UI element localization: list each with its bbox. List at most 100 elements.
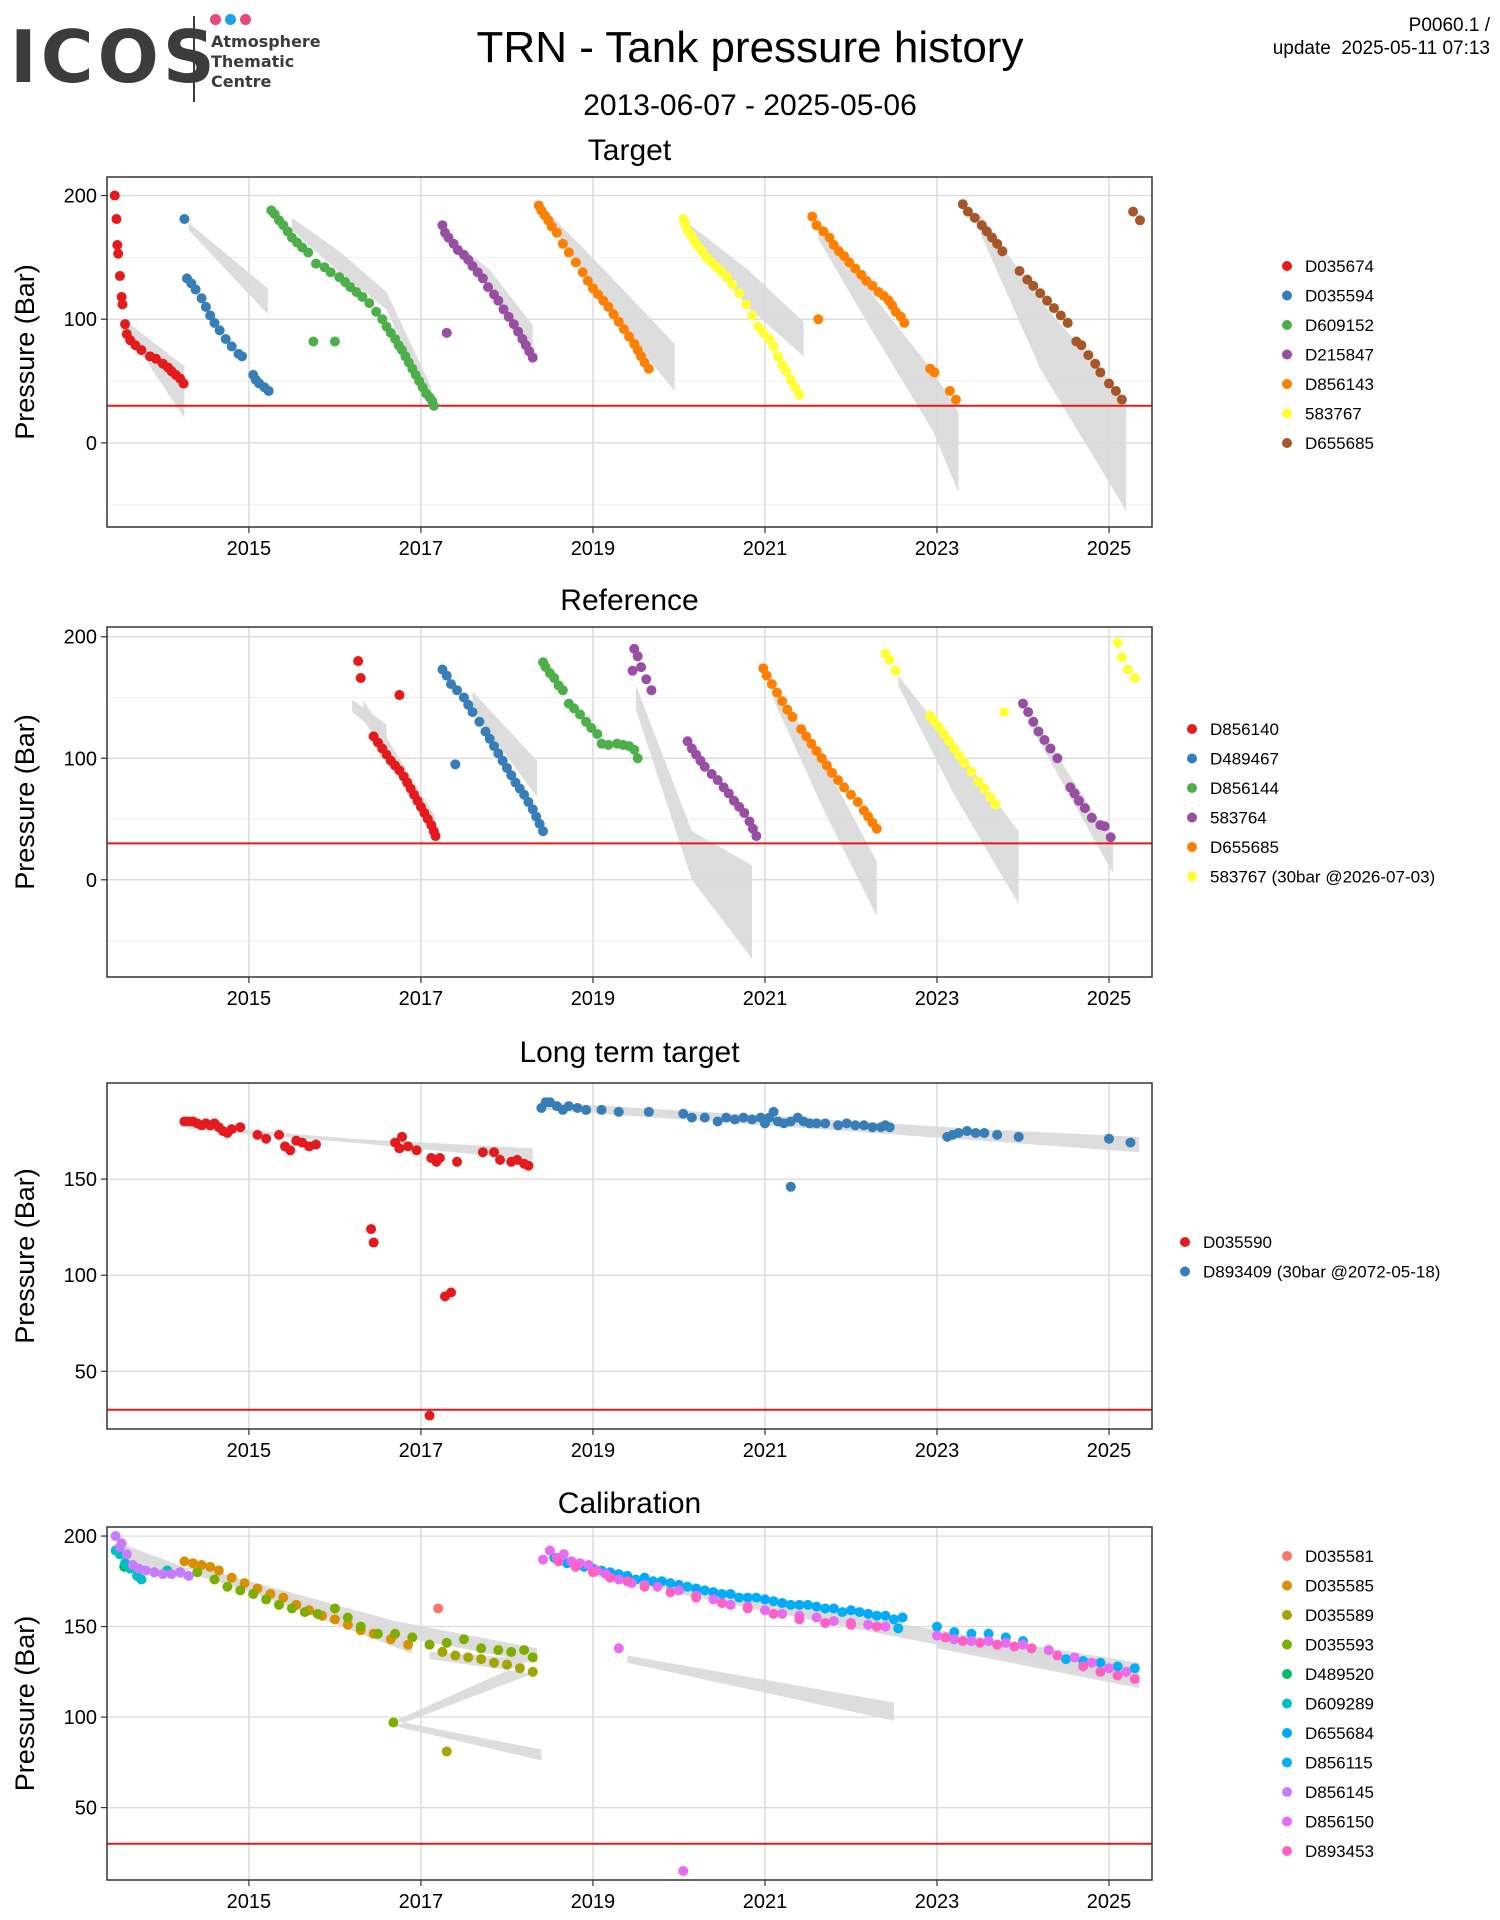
data-point bbox=[226, 1572, 237, 1583]
data-point bbox=[811, 745, 822, 756]
data-point bbox=[1112, 637, 1123, 648]
data-point bbox=[523, 797, 534, 807]
data-point bbox=[544, 1545, 555, 1556]
data-point bbox=[430, 831, 441, 842]
legend-swatch bbox=[1180, 1237, 1190, 1247]
data-point bbox=[828, 1616, 839, 1627]
data-point bbox=[1000, 1637, 1011, 1648]
data-point bbox=[205, 310, 216, 321]
legend-label: D215847 bbox=[1305, 346, 1374, 365]
data-point bbox=[850, 263, 861, 274]
data-point bbox=[549, 673, 560, 684]
data-point bbox=[474, 716, 485, 727]
data-point bbox=[954, 750, 965, 761]
data-point bbox=[450, 1650, 461, 1661]
data-point bbox=[1039, 735, 1050, 746]
data-point bbox=[880, 1610, 891, 1621]
legend-label: D489520 bbox=[1305, 1665, 1374, 1684]
data-point bbox=[1045, 743, 1056, 754]
x-tick-label: 2015 bbox=[227, 1440, 272, 1462]
data-point bbox=[768, 1106, 779, 1117]
data-point bbox=[117, 299, 128, 310]
y-tick-label: 200 bbox=[64, 186, 97, 208]
data-point bbox=[871, 1621, 882, 1632]
prediction-band bbox=[979, 214, 1127, 511]
prediction-band bbox=[197, 1566, 538, 1663]
data-point bbox=[1086, 812, 1097, 823]
data-point bbox=[841, 1118, 852, 1129]
data-point bbox=[514, 1663, 525, 1674]
data-point bbox=[114, 1549, 125, 1560]
data-point bbox=[1129, 673, 1140, 684]
data-point bbox=[716, 1598, 727, 1609]
data-point bbox=[801, 731, 812, 742]
data-point bbox=[452, 685, 463, 696]
legend-swatch bbox=[1282, 1580, 1292, 1591]
data-point bbox=[501, 762, 512, 773]
legend-swatch bbox=[1282, 261, 1292, 271]
data-point bbox=[1112, 1661, 1123, 1672]
data-point bbox=[725, 1599, 736, 1610]
x-tick-label: 2025 bbox=[1087, 1440, 1132, 1462]
data-point bbox=[1099, 821, 1110, 832]
y-axis-label: Pressure (Bar) bbox=[10, 1616, 40, 1792]
version-info: P0060.1 / update 2025-05-11 07:13 bbox=[1273, 14, 1490, 60]
data-point bbox=[979, 1127, 990, 1138]
data-point bbox=[772, 687, 783, 698]
data-point bbox=[237, 351, 248, 362]
data-point bbox=[777, 1598, 788, 1609]
data-point bbox=[827, 767, 838, 778]
data-point bbox=[1013, 1131, 1024, 1142]
data-point bbox=[813, 314, 824, 325]
data-point bbox=[632, 651, 643, 662]
data-point bbox=[1129, 1674, 1140, 1685]
data-point bbox=[818, 226, 829, 237]
y-tick-label: 100 bbox=[64, 748, 97, 770]
x-tick-label: 2017 bbox=[399, 1891, 444, 1913]
data-point bbox=[1023, 707, 1034, 718]
data-point bbox=[188, 1558, 199, 1569]
data-point bbox=[1121, 1666, 1132, 1677]
data-point bbox=[489, 1657, 500, 1668]
data-point bbox=[519, 1645, 530, 1656]
data-point bbox=[1017, 698, 1028, 709]
prediction-band bbox=[395, 1651, 542, 1761]
chart-panel-2: Reference Pressure (Bar) 0 100 200 2015 2017 20… bbox=[10, 584, 1435, 1010]
legend-label: D035589 bbox=[1305, 1606, 1374, 1625]
data-point bbox=[140, 1565, 151, 1576]
x-tick-label: 2021 bbox=[743, 1440, 788, 1462]
y-axis-label: Pressure (Bar) bbox=[10, 264, 40, 440]
data-point bbox=[772, 351, 783, 362]
data-point bbox=[179, 1556, 190, 1567]
data-point bbox=[742, 1592, 753, 1603]
data-point bbox=[888, 1614, 899, 1625]
data-point bbox=[527, 352, 538, 363]
series-D856143 bbox=[807, 211, 961, 405]
x-tick-label: 2023 bbox=[915, 538, 960, 560]
legend-label: 583767 (30bar @2026-07-03) bbox=[1210, 868, 1435, 887]
data-point bbox=[807, 211, 818, 222]
data-point bbox=[1086, 1657, 1097, 1668]
data-point bbox=[751, 1592, 762, 1603]
data-point bbox=[397, 1131, 408, 1142]
data-point bbox=[1042, 295, 1053, 306]
data-point bbox=[1052, 1650, 1063, 1661]
data-point bbox=[613, 1643, 624, 1654]
series-D035593 bbox=[192, 1567, 538, 1728]
data-point bbox=[450, 759, 461, 770]
data-point bbox=[263, 385, 274, 396]
data-point bbox=[652, 1581, 663, 1592]
data-point bbox=[949, 743, 960, 754]
data-point bbox=[985, 792, 996, 803]
data-point bbox=[394, 1143, 405, 1154]
data-point bbox=[329, 1614, 340, 1625]
data-point bbox=[944, 385, 955, 396]
data-point bbox=[608, 309, 619, 320]
data-point bbox=[794, 1614, 805, 1625]
data-point bbox=[569, 703, 580, 714]
data-point bbox=[483, 282, 494, 293]
data-point bbox=[538, 1554, 549, 1565]
data-point bbox=[403, 1639, 414, 1650]
legend-swatch bbox=[1282, 320, 1292, 330]
data-point bbox=[586, 722, 597, 733]
